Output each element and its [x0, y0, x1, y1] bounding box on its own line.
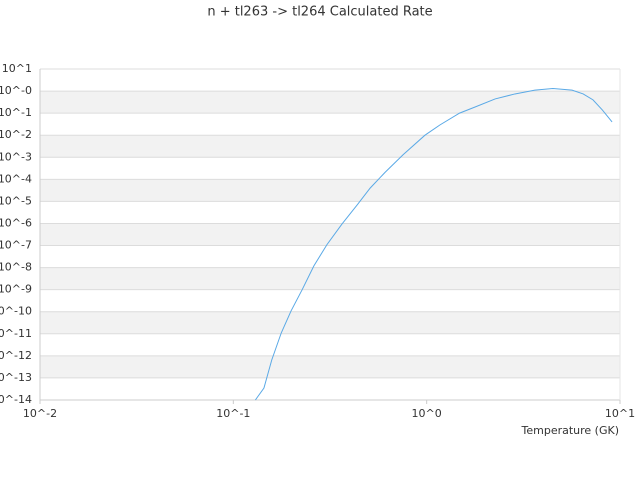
data-line	[254, 88, 613, 401]
y-tick-label: 10^-2	[0, 128, 32, 141]
y-tick-label: 10^-0	[0, 84, 32, 97]
y-tick-label: 10^-5	[0, 194, 32, 207]
y-tick-label: 10^-14	[0, 393, 32, 406]
y-tick-label: 10^-1	[0, 106, 32, 119]
y-tick-label: 10^-8	[0, 261, 32, 274]
stripe	[40, 311, 620, 334]
x-tick-label: 10^1	[605, 407, 635, 420]
y-tick-label: 10^-6	[0, 216, 32, 229]
stripe	[40, 91, 620, 114]
y-tick-label: 10^-12	[0, 349, 32, 362]
stripe	[40, 135, 620, 158]
x-tick-label: 10^0	[412, 407, 442, 420]
y-tick-label: 10^-11	[0, 327, 32, 340]
y-tick-label: 10^-9	[0, 283, 32, 296]
stripe	[40, 179, 620, 202]
y-tick-label: 10^-7	[0, 239, 32, 252]
y-tick-label: 10^-4	[0, 172, 32, 185]
x-tick-label: 10^-1	[216, 407, 250, 420]
stripe	[40, 223, 620, 246]
y-tick-label: 10^1	[2, 62, 32, 75]
y-tick-label: 10^-10	[0, 305, 32, 318]
chart-title: n + tl263 -> tl264 Calculated Rate	[207, 5, 432, 20]
stripe	[40, 355, 620, 378]
stripe	[40, 267, 620, 290]
x-axis-label: Temperature (GK)	[521, 424, 620, 437]
y-tick-label: 10^-13	[0, 371, 32, 384]
x-tick-label: 10^-2	[23, 407, 57, 420]
y-tick-label: 10^-3	[0, 150, 32, 163]
